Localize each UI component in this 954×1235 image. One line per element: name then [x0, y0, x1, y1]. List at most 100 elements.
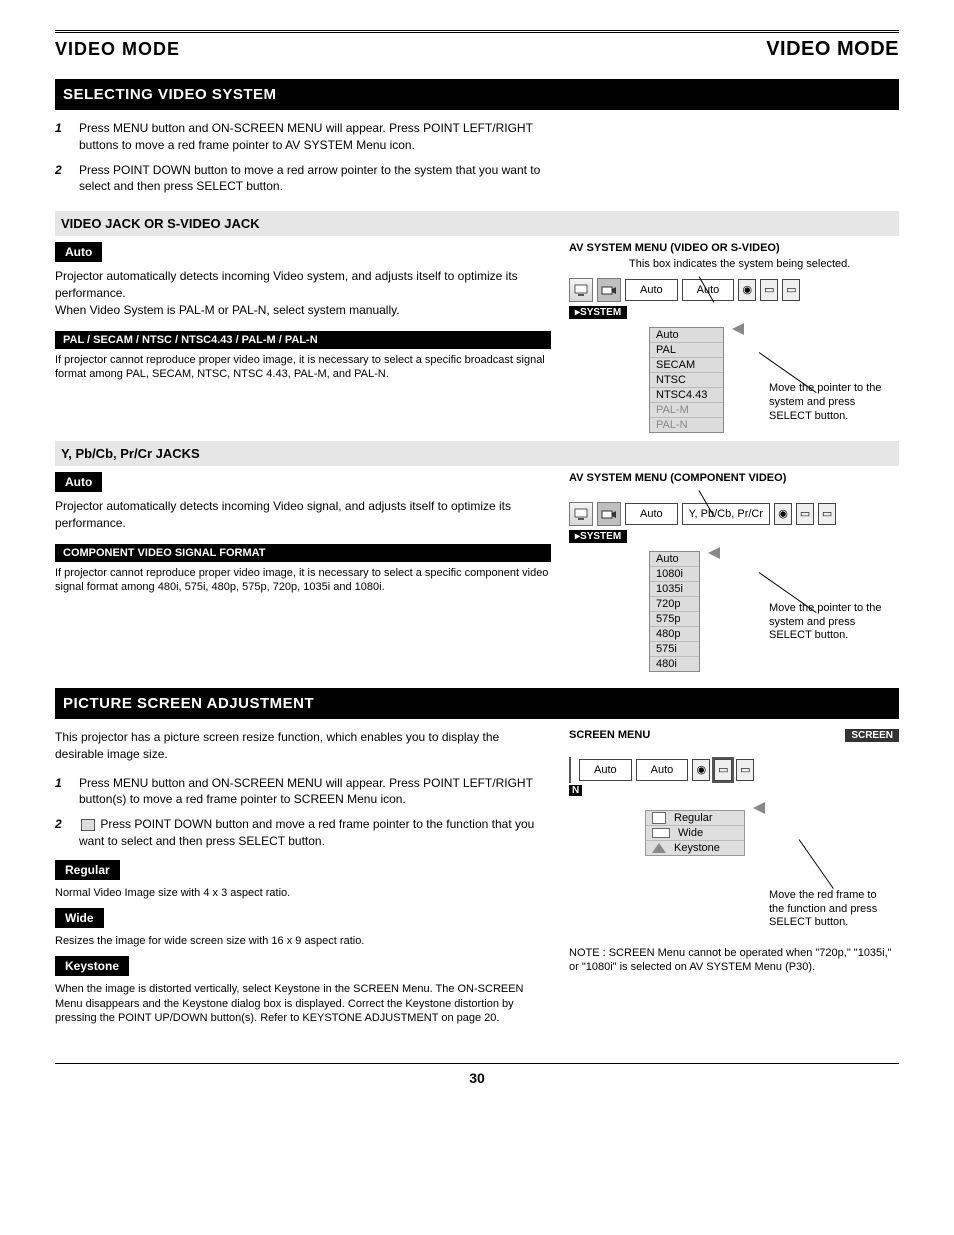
pal-description: If projector cannot reproduce proper vid… [55, 353, 551, 382]
option-wide[interactable]: Wide [646, 826, 744, 841]
system-tag: ▸SYSTEM [569, 530, 627, 543]
screen-menu-icon[interactable]: ▭ [714, 759, 732, 781]
screen-options-list[interactable]: Regular Wide Keystone [645, 810, 745, 856]
regular-icon [652, 812, 666, 824]
regular-text: Normal Video Image size with 4 x 3 aspec… [55, 886, 551, 900]
system-option[interactable]: NTSC [650, 373, 723, 388]
menu-bar[interactable]: Auto Auto ◉ ▭ ▭ [569, 757, 899, 783]
av-system-menu-component: AV SYSTEM MENU (COMPONENT VIDEO) Auto Y,… [569, 472, 899, 672]
label-wide: Wide [55, 908, 104, 928]
step-number: 1 [55, 775, 71, 809]
callout-system-box: This box indicates the system being sele… [629, 258, 899, 272]
option-regular[interactable]: Regular [646, 811, 744, 826]
menu-heading: AV SYSTEM MENU (VIDEO OR S-VIDEO) [569, 242, 899, 254]
system-option[interactable]: Auto [650, 552, 699, 567]
step-text: Press POINT DOWN button to move a red ar… [79, 162, 551, 196]
computer-mode-icon[interactable] [569, 278, 593, 302]
component-description: If projector cannot reproduce proper vid… [55, 566, 551, 595]
section-title-picture-screen: PICTURE SCREEN ADJUSTMENT [55, 688, 899, 719]
system-box-1[interactable]: Auto [625, 279, 678, 301]
label-keystone: Keystone [55, 956, 129, 976]
menu-bar[interactable]: Auto Y, Pb/Cb, Pr/Cr ◉ ▭ ▭ [569, 502, 899, 526]
system-tag: ▸SYSTEM [569, 306, 627, 319]
system-option[interactable]: PAL-M [650, 403, 723, 418]
option-keystone[interactable]: Keystone [646, 841, 744, 855]
screen-menu-panel: SCREEN MENU SCREEN Auto Auto ◉ ▭ ▭ N Reg… [569, 729, 899, 983]
system-box-2[interactable]: Auto [636, 759, 689, 781]
step-number: 2 [55, 162, 71, 196]
label-component-format: COMPONENT VIDEO SIGNAL FORMAT [55, 544, 551, 562]
label-pal-secam: PAL / SECAM / NTSC / NTSC4.43 / PAL-M / … [55, 331, 551, 349]
menu-misc-icon-2[interactable]: ▭ [760, 279, 778, 301]
n-tag: N [569, 785, 582, 796]
menu-bar[interactable]: Auto Auto ◉ ▭ ▭ [569, 278, 899, 302]
auto-description: Projector automatically detects incoming… [55, 498, 551, 532]
menu-misc-icon-1[interactable]: ◉ [738, 279, 756, 301]
keystone-text: When the image is distorted vertically, … [55, 982, 551, 1025]
system-box-2[interactable]: Y, Pb/Cb, Pr/Cr [682, 503, 770, 525]
step-text: Press MENU button and ON-SCREEN MENU wil… [79, 120, 551, 154]
screen-menu-icon [81, 819, 95, 831]
video-mode-icon[interactable] [597, 278, 621, 302]
menu-misc-icon-2[interactable]: ▭ [796, 503, 814, 525]
system-option[interactable]: SECAM [650, 358, 723, 373]
menu-misc-icon-3[interactable]: ▭ [818, 503, 836, 525]
step-number: 1 [55, 120, 71, 154]
step-number: 2 [55, 816, 71, 850]
page-top-rule [55, 30, 899, 34]
step-2: 2 Press POINT DOWN button to move a red … [55, 162, 551, 196]
callout-move-pointer: Move the pointer to the system and press… [769, 602, 889, 643]
menu-heading: AV SYSTEM MENU (COMPONENT VIDEO) [569, 472, 899, 484]
header-left: VIDEO MODE [55, 39, 180, 60]
system-box-1[interactable]: Auto [625, 503, 678, 525]
system-option[interactable]: 575p [650, 612, 699, 627]
wide-icon [652, 828, 670, 838]
system-dropdown[interactable]: Auto1080i1035i720p575p480p575i480i [649, 551, 700, 672]
auto-description: Projector automatically detects incoming… [55, 268, 551, 318]
label-regular: Regular [55, 860, 120, 880]
page-header: VIDEO MODE VIDEO MODE [55, 38, 899, 61]
system-dropdown[interactable]: AutoPALSECAMNTSCNTSC4.43PAL-MPAL-N [649, 327, 724, 433]
step-1: 1 Press MENU button and ON-SCREEN MENU w… [55, 120, 551, 154]
divider [569, 757, 571, 783]
band-ypbpr: Y, Pb/Cb, Pr/Cr JACKS [55, 441, 899, 466]
system-option[interactable]: PAL [650, 343, 723, 358]
system-option[interactable]: PAL-N [650, 418, 723, 432]
menu-misc-icon-3[interactable]: ▭ [736, 759, 754, 781]
system-option[interactable]: 1080i [650, 567, 699, 582]
system-option[interactable]: 480i [650, 657, 699, 671]
menu-misc-icon-1[interactable]: ◉ [692, 759, 710, 781]
menu-misc-icon-1[interactable]: ◉ [774, 503, 792, 525]
system-box-2[interactable]: Auto [682, 279, 735, 301]
page-number: 30 [55, 1070, 899, 1086]
option-label: Keystone [674, 842, 720, 854]
system-option[interactable]: 575i [650, 642, 699, 657]
footer-rule [55, 1063, 899, 1064]
system-option[interactable]: Auto [650, 328, 723, 343]
system-option[interactable]: 480p [650, 627, 699, 642]
keystone-icon [652, 843, 666, 853]
screen-tag: SCREEN [845, 729, 899, 742]
system-option[interactable]: NTSC4.43 [650, 388, 723, 403]
section-title-video-system: SELECTING VIDEO SYSTEM [55, 79, 899, 110]
video-mode-icon[interactable] [597, 502, 621, 526]
step-1: 1 Press MENU button and ON-SCREEN MENU w… [55, 775, 551, 809]
pointer-arrow-icon [753, 802, 765, 814]
pointer-arrow-icon [732, 323, 744, 335]
screen-intro: This projector has a picture screen resi… [55, 729, 551, 763]
callout-move-frame: Move the red frame to the function and p… [769, 889, 889, 930]
option-label: Wide [678, 827, 703, 839]
step-text: Press MENU button and ON-SCREEN MENU wil… [79, 775, 551, 809]
system-box-1[interactable]: Auto [579, 759, 632, 781]
step-text: Press POINT DOWN button and move a red f… [79, 816, 551, 850]
menu-misc-icon-3[interactable]: ▭ [782, 279, 800, 301]
system-option[interactable]: 720p [650, 597, 699, 612]
header-right: VIDEO MODE [766, 38, 899, 61]
computer-mode-icon[interactable] [569, 502, 593, 526]
wide-text: Resizes the image for wide screen size w… [55, 934, 551, 948]
option-label: Regular [674, 812, 713, 824]
callout-move-pointer: Move the pointer to the system and press… [769, 382, 889, 423]
label-auto: Auto [55, 472, 102, 492]
band-video-jack: VIDEO JACK OR S-VIDEO JACK [55, 211, 899, 236]
system-option[interactable]: 1035i [650, 582, 699, 597]
